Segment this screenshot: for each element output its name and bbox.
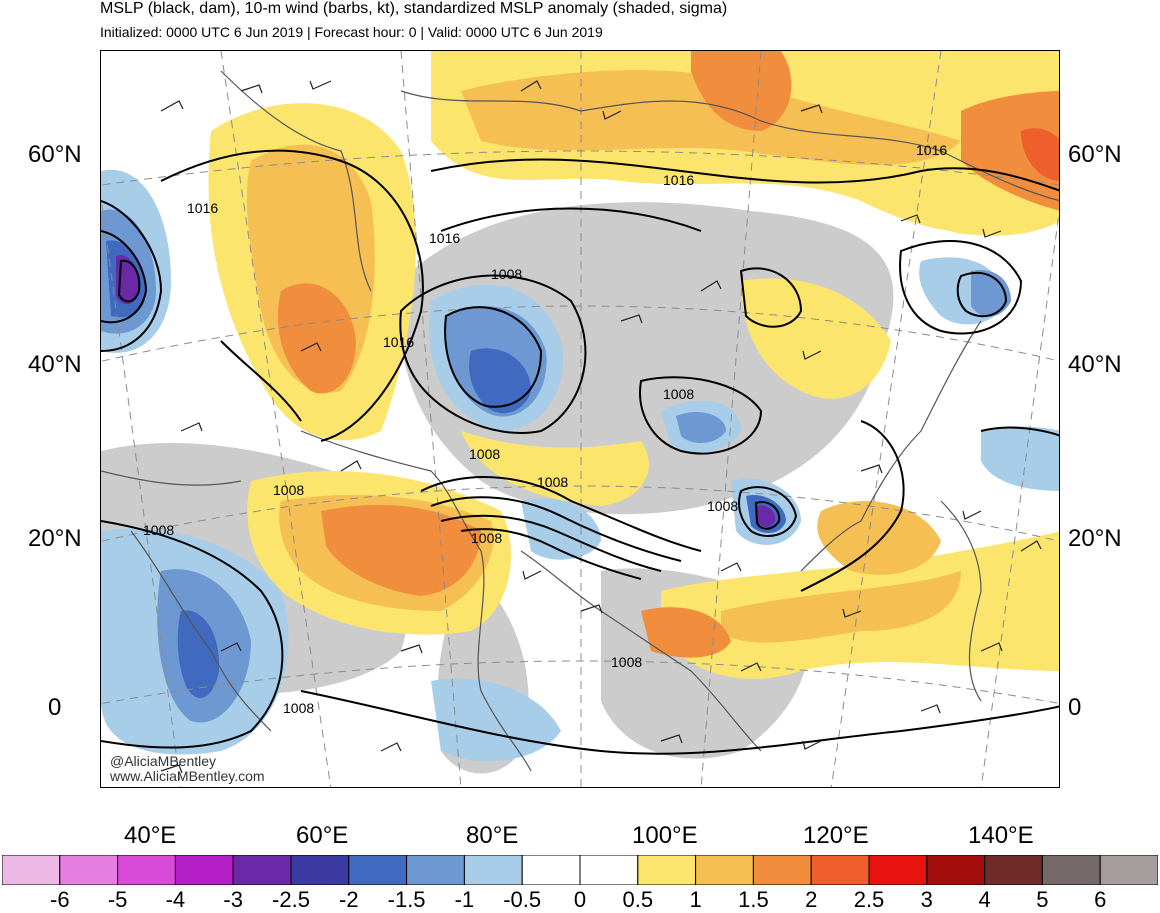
lon-label: 120°E — [803, 822, 869, 849]
colorbar-tick-label: -5 — [107, 887, 128, 912]
colorbar-swatch — [521, 855, 581, 885]
colorbar-swatch — [752, 855, 812, 885]
colorbar-swatch — [984, 855, 1043, 885]
contour-label: 1008 — [663, 386, 694, 402]
colorbar-swatch — [406, 855, 465, 885]
colorbar-tick-label: 4 — [978, 887, 991, 912]
colorbar-tick-label: 1 — [689, 887, 702, 912]
contour-label: 1008 — [469, 446, 500, 462]
coastlines — [101, 70, 1059, 772]
contour-label: 1008 — [707, 498, 738, 514]
map-panel: 1016 1016 1016 1016 1008 1008 1016 1008 … — [100, 50, 1060, 788]
colorbar-tick-label: -3 — [223, 887, 243, 912]
colorbar-swatch — [59, 855, 119, 885]
colorbar-swatch — [579, 855, 639, 885]
contour-label: 1016 — [916, 142, 947, 158]
colorbar — [2, 855, 1158, 885]
lon-label: 100°E — [632, 822, 698, 849]
colorbar-swatch — [2, 855, 61, 885]
mslp-contours — [101, 149, 1059, 755]
lat-label-left: 0 — [48, 694, 62, 721]
map-canvas: 1016 1016 1016 1016 1008 1008 1016 1008 … — [101, 51, 1059, 787]
colorbar-tick-label: 0 — [573, 887, 587, 912]
colorbar-swatch — [463, 855, 523, 885]
lat-label-left: 20°N — [28, 525, 82, 552]
wind-barbs — [160, 80, 1042, 774]
colorbar-swatch — [637, 855, 697, 885]
lat-label-right: 20°N — [1068, 525, 1122, 552]
colorbar-tick-label: -1.5 — [387, 887, 426, 912]
colorbar-swatch — [1041, 855, 1101, 885]
contour-label: 1008 — [143, 522, 174, 538]
lon-label: 140°E — [968, 822, 1034, 849]
lon-label: 40°E — [124, 822, 177, 849]
colorbar-swatch — [868, 855, 928, 885]
contour-label-group: 1016 1016 1016 1016 1008 1008 1016 1008 … — [143, 142, 947, 716]
credit-site: www.AliciaMBentley.com — [110, 768, 265, 784]
colorbar-tick-label: 0.5 — [622, 887, 654, 912]
contour-label: 1008 — [273, 482, 304, 498]
colorbar-tick-label: 1.5 — [738, 887, 769, 912]
colorbar-tick-label: 5 — [1036, 887, 1049, 912]
contour-label: 1008 — [491, 266, 522, 282]
contour-label: 1016 — [429, 230, 460, 246]
anomaly-shading — [101, 51, 1059, 774]
colorbar-swatch — [117, 855, 176, 885]
contour-label: 1008 — [537, 474, 568, 490]
contour-label: 1008 — [283, 700, 314, 716]
colorbar-tick-label: -2 — [339, 887, 359, 912]
contour-label: 1008 — [611, 654, 642, 670]
contour-label: 1016 — [187, 200, 218, 216]
credit-handle: @AliciaMBentley — [110, 753, 217, 769]
contour-label: 1016 — [383, 334, 414, 350]
colorbar-swatch — [1099, 855, 1158, 885]
colorbar-tick-label: -1 — [454, 887, 475, 912]
lat-label-right: 60°N — [1068, 141, 1122, 168]
contour-label: 1008 — [471, 530, 502, 546]
colorbar-tick-label: 2 — [805, 887, 818, 912]
colorbar-swatch — [926, 855, 986, 885]
colorbar-swatch — [174, 855, 234, 885]
colorbar-tick-label: -4 — [165, 887, 186, 912]
graticule — [101, 51, 1059, 787]
colorbar-swatch — [232, 855, 292, 885]
colorbar-tick-label: 2.5 — [853, 887, 885, 912]
colorbar-swatch — [290, 855, 350, 885]
lat-label-left: 40°N — [28, 351, 82, 378]
colorbar-tick-label: 6 — [1094, 887, 1107, 912]
lat-label-right: 0 — [1068, 694, 1082, 721]
contour-label: 1016 — [663, 172, 694, 188]
colorbar-swatch — [695, 855, 754, 885]
lon-label: 80°E — [466, 822, 519, 849]
colorbar-swatch — [810, 855, 870, 885]
colorbar-tick-label: -0.5 — [503, 887, 542, 912]
lon-label: 60°E — [296, 822, 349, 849]
colorbar-tick-label: -6 — [50, 887, 70, 912]
colorbar-swatch — [348, 855, 408, 885]
map-subtitle: Initialized: 0000 UTC 6 Jun 2019 | Forec… — [100, 24, 603, 40]
colorbar-tick-label: -2.5 — [272, 887, 310, 912]
map-title: MSLP (black, dam), 10-m wind (barbs, kt)… — [100, 0, 728, 17]
lat-label-right: 40°N — [1068, 351, 1122, 378]
lat-label-left: 60°N — [28, 141, 82, 168]
colorbar-tick-label: 3 — [920, 887, 933, 912]
